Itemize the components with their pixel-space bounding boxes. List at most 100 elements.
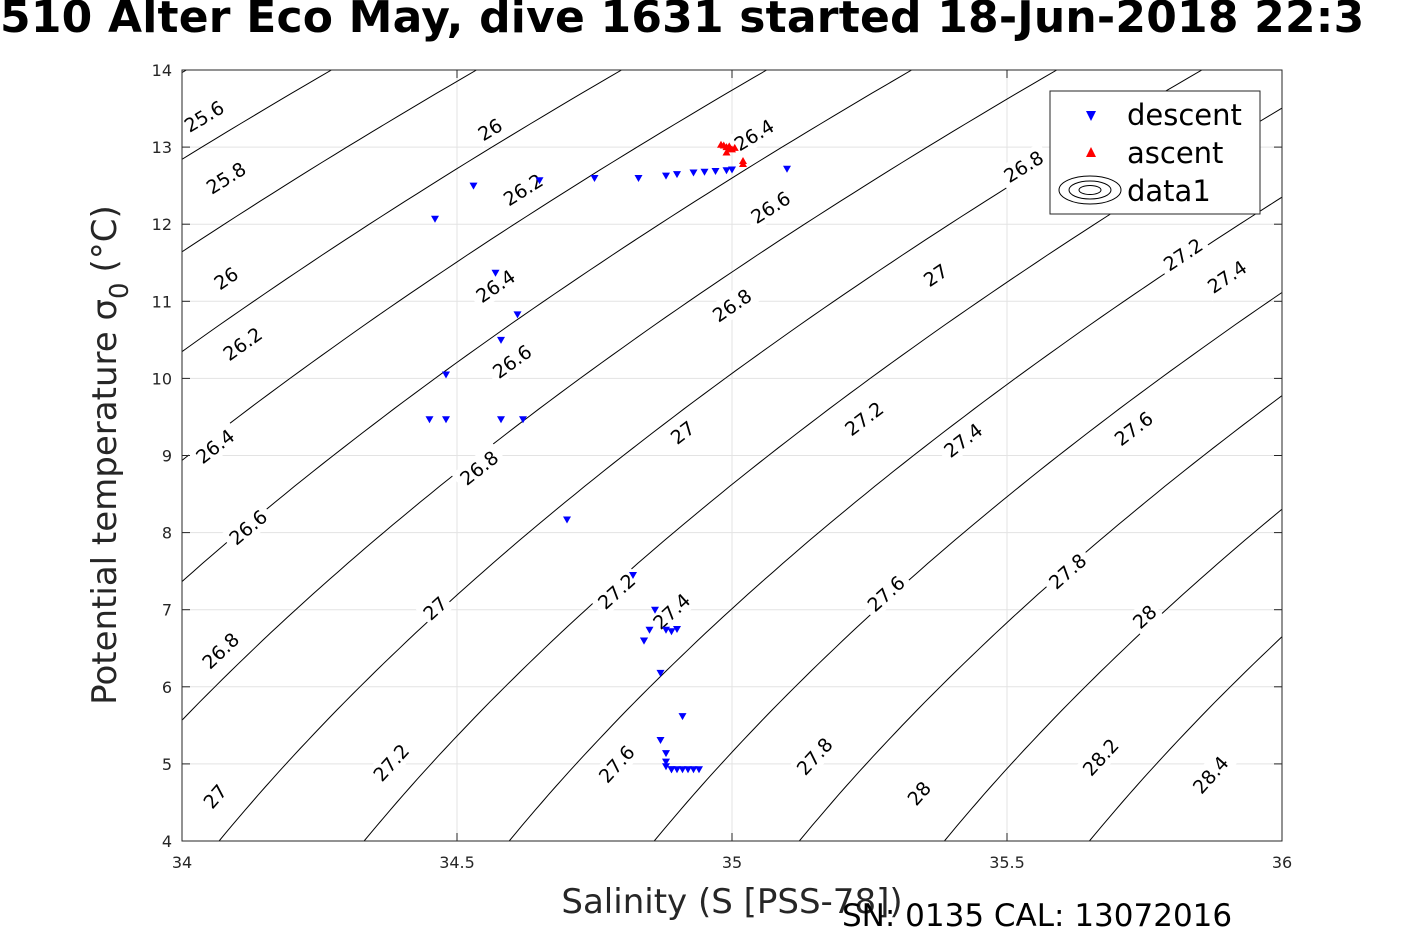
legend: descent ascent data1 [1049,90,1261,215]
contour-label-bg [470,111,510,148]
contour-label-bg [742,183,799,232]
descent-point [673,766,681,774]
descent-point [535,177,544,185]
ascent-point [722,148,731,156]
contour-label-bg [467,261,524,311]
y-axis-ticks: 4 5 6 7 8 9 10 11 12 13 14 [152,61,1282,851]
descent-point [673,625,681,633]
contour-label-bg [590,736,643,792]
descent-point [662,750,670,758]
x-axis-label: Salinity (S [PSS-78]) [561,882,902,922]
descent-point [673,171,681,179]
descent-point [783,165,791,173]
y-tick-label: 11 [152,292,172,311]
contour-label-bg [1184,747,1237,803]
descent-point [442,416,450,424]
contour-label-bg [995,142,1052,191]
legend-descent-label: descent [1127,98,1242,132]
descent-point [519,416,527,424]
descent-point [689,169,698,177]
contour-label-bg [1105,403,1162,454]
contour-label-bg [175,92,233,140]
contour-label-bg [1154,229,1212,279]
descent-point [722,167,731,175]
contour-line [798,395,1282,841]
contour-label-bg [836,393,892,444]
y-tick-label: 5 [162,755,172,774]
y-tick-label: 12 [152,215,172,234]
descent-point [431,215,439,223]
descent-point [651,606,659,614]
legend-descent-marker [1086,111,1096,121]
y-tick-label: 13 [152,138,172,157]
x-tick-label: 35 [722,853,742,872]
contour-label-bg [196,777,234,816]
descent-point [711,168,720,176]
descent-point [491,269,500,277]
descent-point [662,758,670,766]
descent-point [629,572,637,580]
contour-line [653,291,1282,841]
x-tick-label: 34.5 [439,853,475,872]
contour-label-bg [197,153,255,202]
legend-contour-icon [1058,175,1122,205]
descent-point [425,416,434,424]
descent-point [656,736,665,744]
contour-label-bg [703,280,761,330]
serial-calibration-label: SN: 0135 CAL: 13072016 [842,898,1233,934]
y-tick-label: 6 [162,678,172,697]
contour-label-bg [1040,545,1095,598]
descent-point [662,763,670,771]
descent-point [684,766,692,774]
contour-label-bg [193,623,248,678]
y-axis-label: Potential temperature σ0(°C) [85,205,135,705]
y-tick-label: 10 [152,369,172,388]
contour-label-bg [858,567,914,620]
descent-point [678,766,687,774]
contour-label-bg [788,728,841,784]
descent-point [469,182,478,190]
descent-point [640,637,648,645]
contour-label-bg [364,735,418,790]
descent-point [590,174,599,182]
x-tick-label: 36 [1272,853,1292,872]
contour-label-bg [415,589,455,628]
descent-point [645,626,654,634]
descent-point [656,669,665,677]
legend-box [1049,90,1261,215]
contour-label-bg [214,318,271,369]
contour-line [182,70,623,353]
y-tick-label: 14 [152,61,172,80]
contour-label-bg [644,584,699,638]
descent-point [678,713,687,721]
contour-line [508,196,1282,841]
contour-label-bg [916,256,955,294]
descent-point [497,416,505,424]
contour-label-bg [935,414,991,466]
descent-point [563,516,571,524]
y-tick-label: 9 [162,447,172,466]
contour-label-bg [1074,729,1127,785]
chart-title: 510 Alter Eco May, dive 1631 started 18-… [0,0,1365,43]
contour-label-bg [206,259,246,297]
descent-point [667,766,676,774]
contour-label-bg [187,420,243,472]
descent-point [689,766,698,774]
descent-point [667,628,676,636]
contour-label-bg [220,501,276,554]
descent-point [513,311,522,319]
contour-label-bg [1198,252,1256,302]
x-axis-ticks: 34 34.5 35 35.5 36 [172,70,1292,872]
contour-line [943,508,1282,841]
ascent-point [725,142,734,150]
x-tick-label: 34 [172,853,192,872]
descent-point [442,371,450,379]
y-tick-label: 7 [162,601,172,620]
contour-label-bg [451,442,507,494]
x-tick-label: 35.5 [989,853,1025,872]
descent-point [695,766,703,774]
contour-line [1088,636,1282,841]
descent-point [728,166,736,174]
data-points [425,140,791,774]
